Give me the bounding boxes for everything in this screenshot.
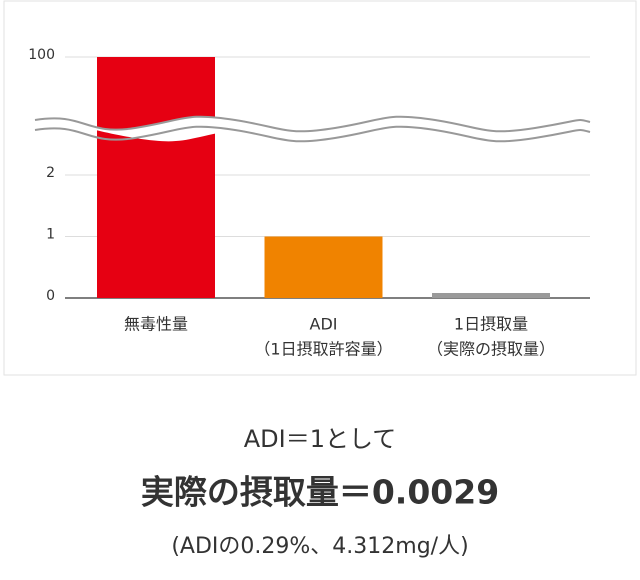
annotation: 実際の摂取量＝0.0029 bbox=[141, 473, 499, 512]
x-tick-label: ADI bbox=[310, 315, 338, 334]
axis-break bbox=[34, 115, 591, 143]
bar bbox=[264, 236, 383, 298]
x-tick-label: 1日摂取量 bbox=[454, 315, 528, 334]
y-tick-label: 0 bbox=[46, 288, 55, 304]
bar bbox=[97, 57, 215, 298]
y-tick-label: 100 bbox=[28, 47, 55, 63]
annotation: ADI＝1として bbox=[244, 425, 397, 453]
bar bbox=[432, 293, 550, 298]
y-tick-label: 2 bbox=[46, 165, 55, 181]
x-tick-label: 無毒性量 bbox=[124, 315, 188, 334]
x-tick-label: （1日摂取許容量） bbox=[254, 340, 392, 359]
x-tick-label: （実際の摂取量） bbox=[427, 340, 555, 359]
y-tick-label: 1 bbox=[46, 227, 55, 243]
annotation: (ADIの0.29%、4.312mg/人) bbox=[171, 534, 468, 559]
